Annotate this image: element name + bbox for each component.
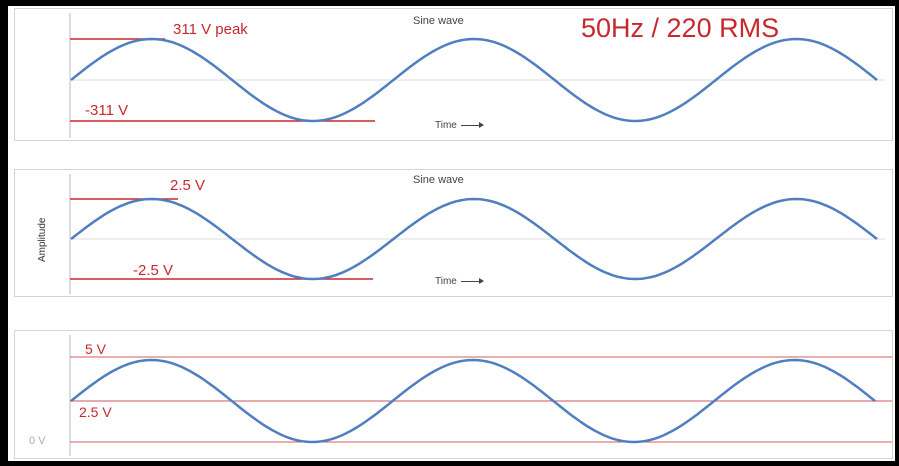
level-label-top: 5 V [85,341,107,357]
trough-label: -311 V [85,102,129,119]
sine-plot-2 [69,174,885,294]
level-label-mid: 2.5 V [79,404,112,420]
arrow-right-icon [460,121,484,128]
sine-wave [70,358,876,444]
x-axis-label: Time [435,276,484,287]
plot-title: Sine wave [413,174,464,186]
frequency-rms-header: 50Hz / 220 RMS [581,13,780,43]
y-axis-label: Amplitude [37,217,48,262]
trough-label: -2.5 V [133,262,174,279]
sine-wave [70,197,878,281]
level-label-bottom: 0 V [29,435,46,447]
arrow-right-icon [460,277,484,284]
panel-dc-offset-signal: 5 V 2.5 V 0 V [14,330,893,459]
plot-title: Sine wave [413,15,464,27]
peak-label: 311 V peak [173,21,248,38]
sine-wave [70,37,878,123]
sine-plot-3 [69,335,892,456]
x-axis-label: Time [435,120,484,131]
sine-plot-1 [69,13,885,138]
panel-ac-mains: 311 V peak Sine wave 50Hz / 220 RMS -311… [14,8,893,141]
peak-label: 2.5 V [170,177,206,194]
panel-bipolar-signal: 2.5 V Sine wave -2.5 V Time Amplitude [14,169,893,297]
